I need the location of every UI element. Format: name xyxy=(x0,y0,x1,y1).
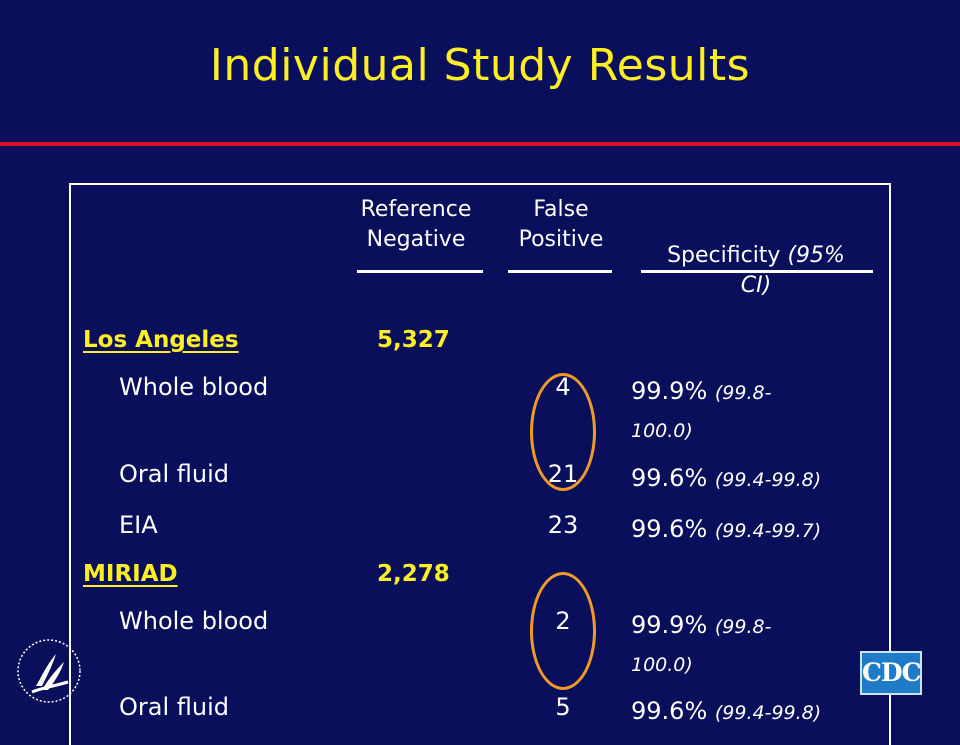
header-ref-line2: Negative xyxy=(366,227,466,252)
specificity-pct: 99.9% xyxy=(631,611,708,639)
specificity-ci-a: (99.4-99.8) xyxy=(714,469,822,491)
specificity-value: 99.6% (99.4-99.8) xyxy=(631,460,881,498)
false-positive-value: 23 xyxy=(547,511,579,539)
header-false-positive: False Positive xyxy=(491,195,631,255)
specificity-value: 99.6% (99.4-99.8) xyxy=(631,693,881,731)
header-fp-line1: False xyxy=(533,197,589,222)
header-fp-underline xyxy=(508,270,612,273)
highlight-oval-miriad xyxy=(530,572,596,690)
specificity-ci-b: 100.0) xyxy=(631,654,693,676)
header-reference-negative: Reference Negative xyxy=(341,195,491,255)
specificity-ci-a: (99.4-99.7) xyxy=(714,520,822,542)
reference-negative-count: 2,278 xyxy=(377,561,450,587)
specificity-pct: 99.6% xyxy=(631,697,708,725)
specificity-ci-a: (99.4-99.8) xyxy=(714,702,822,724)
reference-negative-count: 5,327 xyxy=(377,327,450,353)
cdc-logo-text: CDC xyxy=(862,658,921,687)
header-spec-ci-b: CI) xyxy=(740,273,772,298)
specificity-value: 99.6% (99.4-99.7) xyxy=(631,511,881,549)
header-spec-label: Specificity xyxy=(667,243,781,268)
specificity-pct: 99.6% xyxy=(631,464,708,492)
specificity-pct: 99.9% xyxy=(631,377,708,405)
highlight-oval-los-angeles xyxy=(530,373,596,491)
cdc-logo: CDC xyxy=(860,651,922,695)
false-positive-value: 5 xyxy=(555,693,571,721)
test-label: Whole blood xyxy=(119,607,269,635)
hhs-eagle-seal-icon xyxy=(17,639,81,703)
specificity-value: 99.9% (99.8- 100.0) xyxy=(631,373,881,449)
specificity-ci-a: (99.8- xyxy=(714,616,772,638)
site-name: MIRIAD xyxy=(83,561,178,587)
header-specificity: Specificity (95% CI) xyxy=(631,241,881,301)
header-spec-underline xyxy=(641,270,873,273)
site-name: Los Angeles xyxy=(83,327,239,353)
header-ref-underline xyxy=(357,270,483,273)
slide-title: Individual Study Results xyxy=(209,40,751,91)
test-label: Oral fluid xyxy=(119,693,229,721)
test-label: Whole blood xyxy=(119,373,269,401)
test-label: Oral fluid xyxy=(119,460,229,488)
results-table: Reference Negative False Positive Specif… xyxy=(69,183,891,745)
header-fp-line2: Positive xyxy=(518,227,604,252)
specificity-ci-b: 100.0) xyxy=(631,420,693,442)
test-label: EIA xyxy=(119,511,158,539)
header-ref-line1: Reference xyxy=(360,197,472,222)
title-divider xyxy=(0,142,960,146)
specificity-ci-a: (99.8- xyxy=(714,382,772,404)
specificity-value: 99.9% (99.8- 100.0) xyxy=(631,607,881,683)
specificity-pct: 99.6% xyxy=(631,515,708,543)
header-spec-ci-a: (95% xyxy=(787,243,845,268)
